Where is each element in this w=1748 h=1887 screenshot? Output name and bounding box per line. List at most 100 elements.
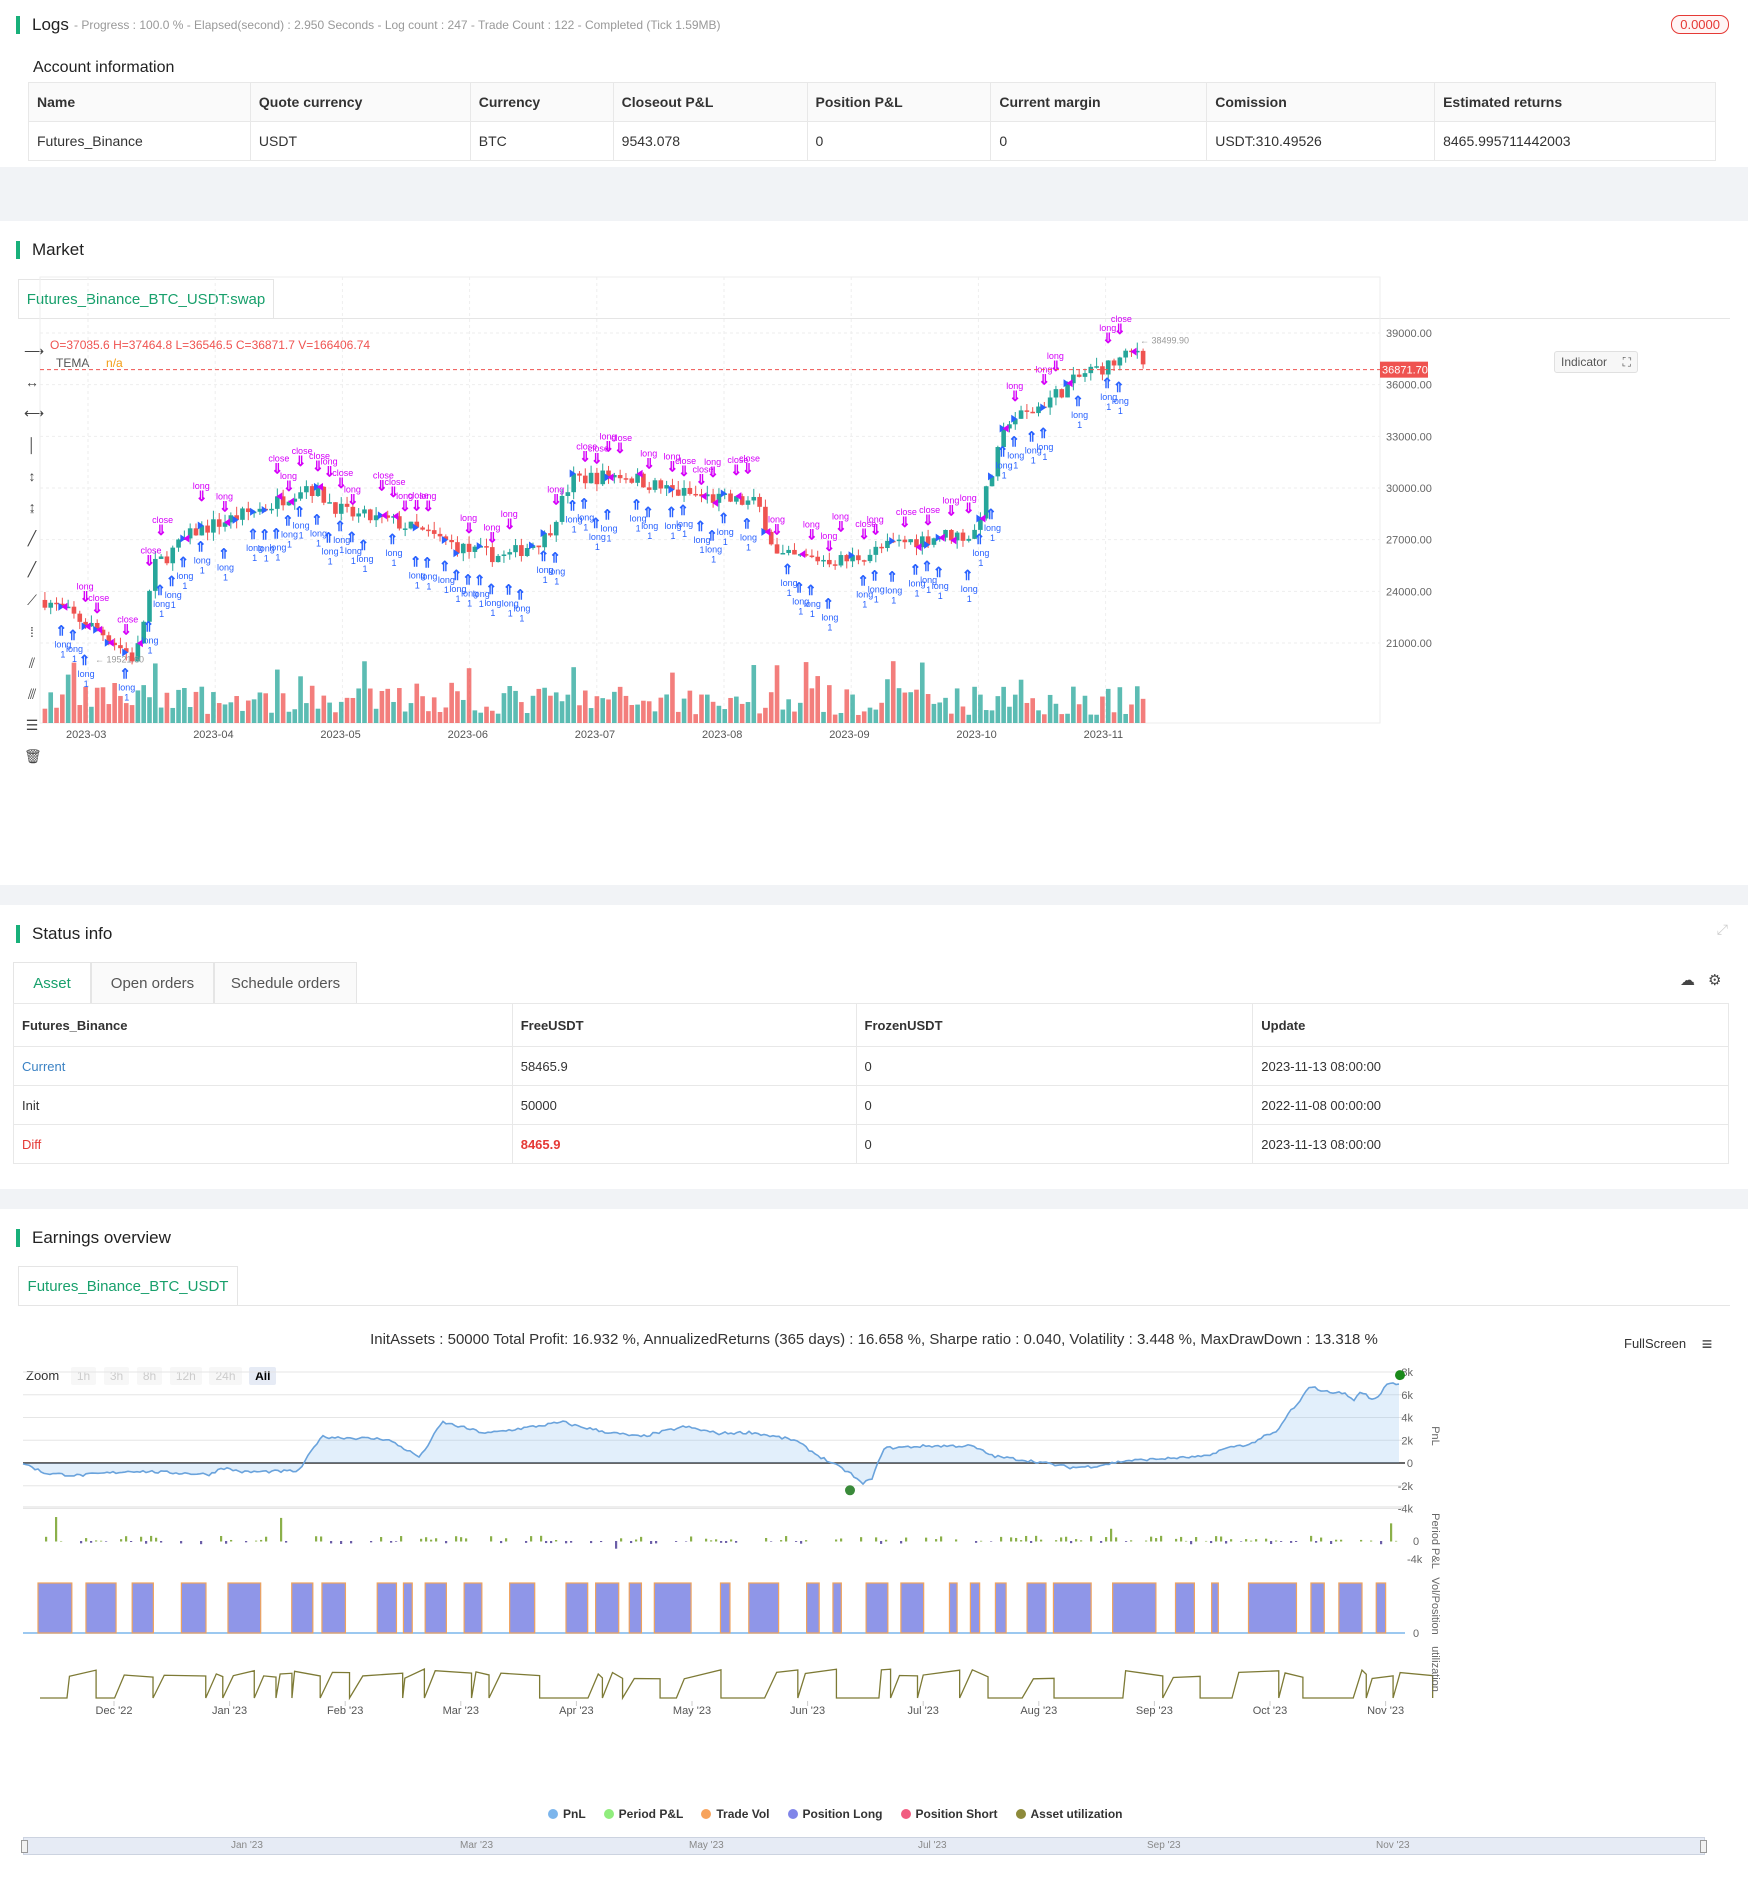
- legend-item[interactable]: PnL: [548, 1807, 586, 1821]
- candle-body: [757, 496, 762, 507]
- candle-body: [1030, 411, 1035, 414]
- entry-marker: [569, 469, 576, 478]
- earnings-symbol-tab[interactable]: Futures_Binance_BTC_USDT: [18, 1266, 238, 1306]
- legend-item[interactable]: Position Long: [787, 1807, 883, 1821]
- period-pnl-bar: [675, 1541, 678, 1542]
- volume-bar: [490, 710, 495, 723]
- volume-bar: [873, 709, 879, 723]
- zoom-8h[interactable]: 8h: [136, 1367, 163, 1385]
- volume-bar: [786, 699, 791, 723]
- fib-channel-icon[interactable]: ⫻: [27, 686, 37, 702]
- position-block: [180, 1582, 207, 1634]
- close-label: long: [820, 531, 837, 541]
- navigator-right-handle[interactable]: [1700, 1840, 1707, 1853]
- close-label: long: [704, 457, 721, 467]
- account-header-cell: Comission: [1206, 82, 1436, 122]
- collapse-icon[interactable]: ⤢: [1716, 921, 1728, 937]
- fullscreen-button[interactable]: FullScreen ≡: [1624, 1334, 1712, 1355]
- pnl-tick-label: 6k: [1401, 1390, 1413, 1402]
- horizontal-line-icon[interactable]: ↔: [25, 374, 39, 390]
- pnl-tick-label: 2k: [1401, 1435, 1413, 1447]
- price-range-icon[interactable]: ⁞: [30, 624, 34, 640]
- zoom-12h[interactable]: 12h: [169, 1367, 202, 1385]
- legend-item[interactable]: Trade Vol: [701, 1807, 770, 1821]
- tab-asset[interactable]: Asset: [13, 962, 91, 1003]
- candle-body: [385, 515, 391, 518]
- vertical-ray-icon[interactable]: ↕: [28, 468, 36, 484]
- indicator-button[interactable]: Indicator ⛶: [1554, 351, 1638, 373]
- market-symbol-tab[interactable]: Futures_Binance_BTC_USDT:swap: [18, 279, 274, 319]
- ohlc-high: 37464.8: [128, 338, 173, 352]
- legend-item[interactable]: Period P&L: [603, 1807, 683, 1821]
- long-arrow-icon: ⇑: [1008, 434, 1020, 450]
- zoom-1h[interactable]: 1h: [70, 1367, 97, 1385]
- close-arrow-icon: ⇓: [91, 600, 103, 616]
- plot-frame: [39, 276, 1381, 724]
- period-pnl-bar: [1270, 1541, 1273, 1545]
- volume-bar: [187, 707, 193, 723]
- legend-item[interactable]: Position Short: [900, 1807, 998, 1821]
- volume-bar: [135, 690, 141, 723]
- fib-retracement-icon[interactable]: ☰: [25, 717, 39, 733]
- qty-label: 1: [723, 537, 728, 547]
- candle-body: [367, 509, 373, 521]
- trash-icon[interactable]: 🗑: [24, 748, 42, 764]
- volume-bar: [902, 692, 908, 723]
- qty-label: 1: [1077, 420, 1082, 430]
- settings-gear-icon[interactable]: ⚙: [1708, 972, 1722, 989]
- entry-marker: [1063, 379, 1070, 388]
- parallel-channel-icon[interactable]: ⫽: [28, 655, 36, 671]
- close-arrow-icon: ⇓: [376, 477, 388, 493]
- tab-open-orders[interactable]: Open orders: [91, 962, 214, 1003]
- zoom-3h[interactable]: 3h: [103, 1367, 130, 1385]
- candle-body: [943, 529, 948, 538]
- close-arrow-icon: ⇓: [120, 621, 132, 637]
- long-arrow-icon: ⇑: [357, 537, 369, 553]
- time-tick-label: 2023-10: [956, 729, 996, 741]
- candlestick-chart[interactable]: 39000.00 36000.00 33000.00 30000.00 27000.00…: [0, 276, 1748, 861]
- close-label: long: [396, 491, 413, 501]
- candle-body: [693, 493, 698, 496]
- legend-item[interactable]: Asset utilization: [1015, 1807, 1123, 1821]
- position-block: [748, 1582, 780, 1634]
- close-arrow-icon: ⇓: [219, 499, 231, 515]
- long-arrow-icon: ⇑: [909, 562, 921, 578]
- horizontal-ray-icon[interactable]: ⟶: [24, 343, 45, 359]
- range-navigator[interactable]: Jan '23 Mar '23 May '23 Jul '23 Sep '23 Nov '…: [21, 1837, 1707, 1855]
- period-pnl-bar: [1180, 1536, 1183, 1542]
- qty-label: 1: [415, 580, 420, 590]
- pnl-tick-label: -4k: [1398, 1504, 1414, 1516]
- volume-bar: [716, 705, 722, 723]
- zoom-24h[interactable]: 24h: [209, 1367, 242, 1385]
- price-tick-label: 24000.00: [1386, 586, 1432, 598]
- ray-line-icon[interactable]: ╱: [27, 561, 37, 577]
- entry-marker: [122, 648, 129, 657]
- volume-bar: [228, 702, 234, 723]
- logs-badge[interactable]: 0.0000: [1671, 15, 1729, 34]
- volume-bar: [821, 711, 826, 723]
- vertical-line-icon[interactable]: │: [27, 437, 37, 453]
- period-pnl-bar: [1090, 1536, 1093, 1542]
- candle-body: [995, 447, 1001, 477]
- candle-body: [327, 502, 332, 504]
- candle-body: [565, 492, 571, 496]
- candle-body: [629, 478, 635, 483]
- status-panel: Status info ⤢ Asset Open orders Schedule…: [0, 905, 1748, 1189]
- entry-marker: [261, 506, 268, 515]
- cloud-download-icon[interactable]: ☁: [1680, 972, 1695, 989]
- tab-schedule-orders[interactable]: Schedule orders: [214, 962, 357, 1003]
- trend-line-icon[interactable]: ╱: [27, 530, 37, 546]
- navigator-left-handle[interactable]: [21, 1840, 28, 1853]
- long-arrow-icon: ⇑: [538, 548, 550, 564]
- exit-marker: [287, 497, 294, 506]
- vertical-segment-icon[interactable]: ↨: [28, 499, 36, 515]
- qty-label: 1: [862, 600, 867, 610]
- qty-label: 1: [827, 622, 832, 632]
- zoom-all[interactable]: All: [249, 1367, 277, 1385]
- qty-label: 1: [607, 533, 612, 543]
- extended-line-icon[interactable]: ⟋: [27, 592, 37, 608]
- utilization-line: [40, 1667, 1434, 1701]
- horizontal-segment-icon[interactable]: ⟷: [24, 405, 45, 421]
- menu-icon[interactable]: ≡: [1701, 1334, 1713, 1354]
